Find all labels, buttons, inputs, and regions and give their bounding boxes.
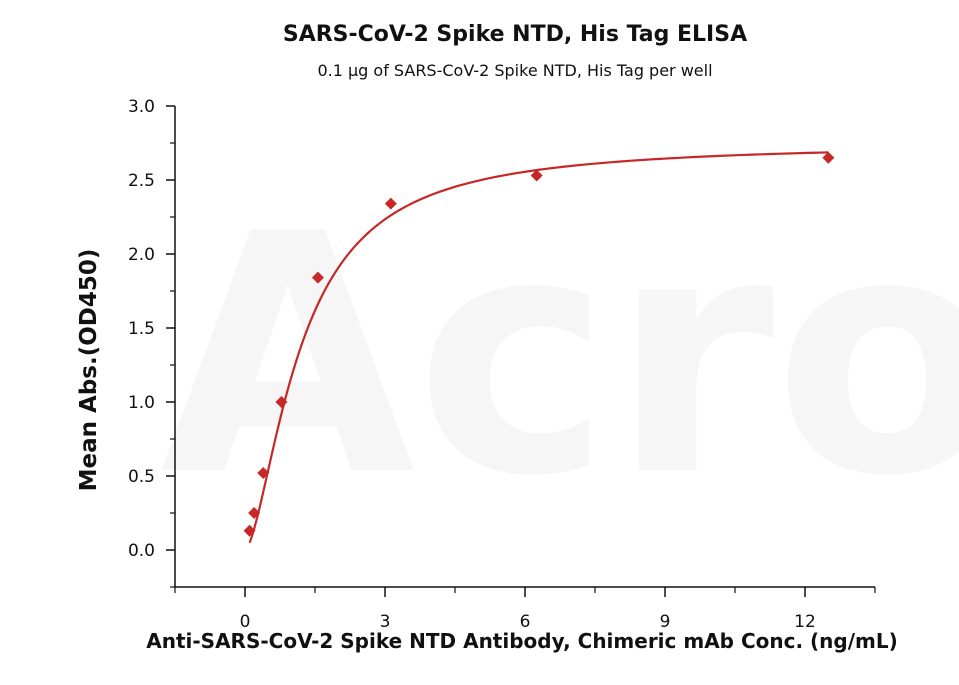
data-point [822,151,835,164]
chart-title: SARS-CoV-2 Spike NTD, His Tag ELISA [283,22,747,47]
y-tick-label: 0.0 [128,541,155,561]
x-tick-label: 0 [240,612,251,632]
data-point [530,169,543,182]
y-tick-label: 3.0 [128,97,155,117]
y-axis-label: Mean Abs.(OD450) [76,249,102,492]
y-tick-label: 1.5 [128,319,155,339]
data-point [248,507,261,519]
watermark: Acro BIOSYSTEMS [160,164,959,548]
data-point [311,271,324,284]
x-tick-label: 12 [794,612,816,632]
x-tick-label: 3 [380,612,391,632]
x-axis-label: Anti-SARS-CoV-2 Spike NTD Antibody, Chim… [146,629,898,653]
fit-curve-layer [248,151,829,544]
data-point [384,197,397,210]
chart-subtitle: 0.1 μg of SARS-CoV-2 Spike NTD, His Tag … [317,61,712,80]
watermark-logo: Acro BIOSYSTEMS [160,164,959,548]
data-point [257,467,270,480]
y-tick-label: 2.5 [128,171,155,191]
data-point [275,396,288,408]
axes: 0.0 0.5 1.0 1.5 2.0 2.5 3.0 0 3 6 9 12 [128,97,876,632]
y-tick-label: 2.0 [128,245,155,265]
x-tick-label: 9 [660,612,671,632]
fit-curve [248,151,829,544]
y-tick-label: 0.5 [128,467,155,487]
data-points-layer [243,151,835,537]
data-point [243,524,256,537]
y-tick-label: 1.0 [128,393,155,413]
x-tick-label: 6 [520,612,531,632]
